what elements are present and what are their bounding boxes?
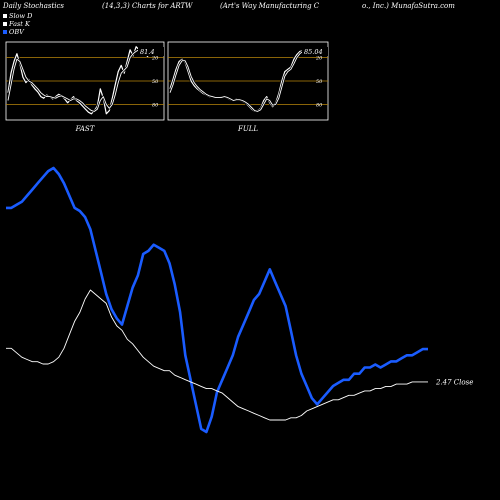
header-left: Daily Stochastics (3, 2, 65, 10)
close-value-label: 2.47 Close (435, 378, 473, 386)
panel-full-title: FULL (237, 125, 258, 133)
panel-fast-series-1 (7, 49, 149, 112)
legend-item-slow-d: Slow D (3, 12, 32, 20)
header-center: (Art's Way Manufacturing C (220, 2, 320, 10)
series-close-line (6, 289, 428, 421)
panel-full-tick-label-1: 50 (316, 79, 323, 85)
panel-fast-tick-label-1: 50 (152, 79, 159, 85)
series-obv-line (6, 166, 428, 434)
panel-full-tick-label-0: 80 (316, 102, 323, 108)
panel-fast-value-bg (138, 47, 164, 56)
panel-full-value-bg (302, 47, 328, 56)
legend-swatch-fast-k (3, 22, 7, 26)
panel-full-tick-label-2: 20 (315, 56, 323, 62)
legend-label-obv: OBV (9, 28, 24, 36)
panel-fast-tick-label-0: 80 (152, 102, 159, 108)
legend-label-fast-k: Fast K (9, 20, 30, 28)
legend-item-fast-k: Fast K (3, 20, 30, 28)
panel-full-series-1 (169, 50, 313, 112)
panel-full-value-label: 85.04 (304, 48, 323, 56)
legend-swatch-obv (3, 30, 7, 34)
panel-fast-title: FAST (75, 125, 96, 133)
legend-item-obv: OBV (3, 28, 24, 36)
header-right: o., Inc.) MunafaSutra.com (362, 2, 455, 10)
legend-swatch-slow-d (3, 14, 7, 18)
panel-fast-value-label: 81.4 (140, 48, 154, 56)
panel-fast-tick-label-2: 20 (151, 56, 159, 62)
header-center-left: (14,3,3) Charts for ARTW (102, 2, 193, 10)
legend-label-slow-d: Slow D (9, 12, 33, 20)
